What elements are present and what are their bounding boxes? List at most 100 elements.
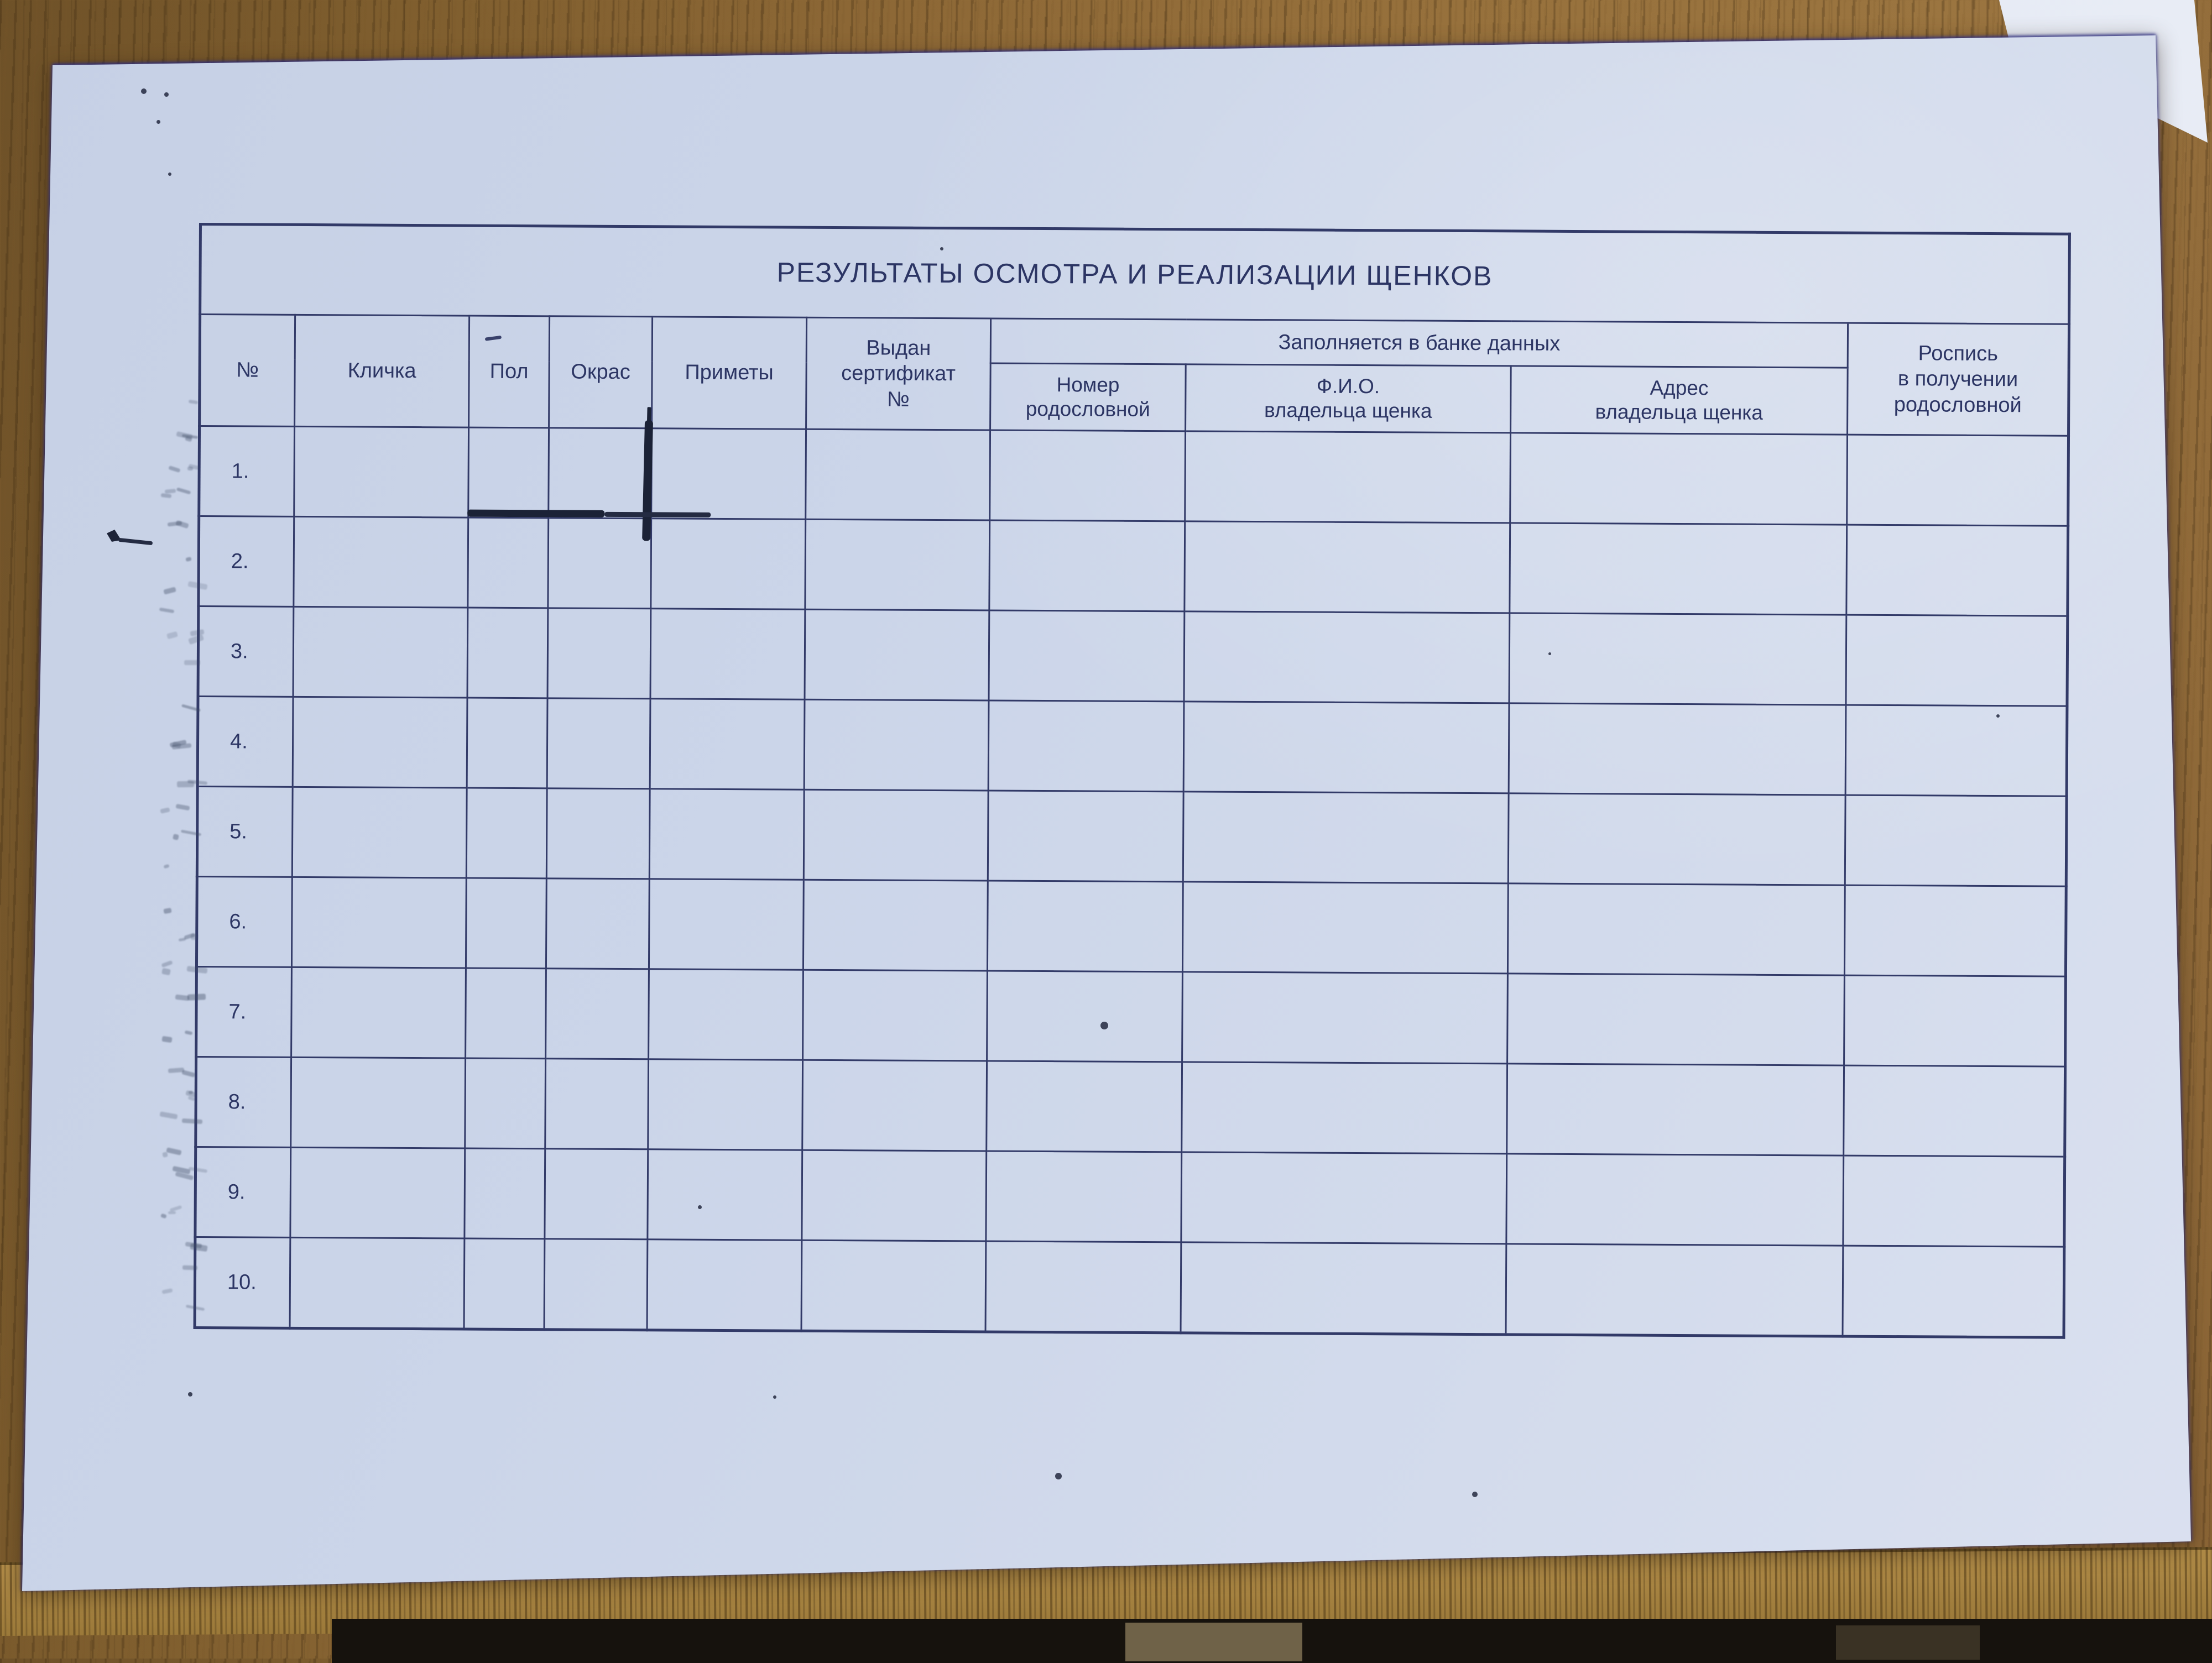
margin-speckle [177,781,195,787]
empty-cell [802,1060,987,1151]
col-header-signature: Роспись в получении родословной [1847,323,2069,436]
row-number-cell: 10. [195,1237,290,1329]
empty-cell [547,608,651,699]
empty-cell [989,430,1186,521]
margin-speckle [162,1151,168,1158]
empty-cell [1507,883,1845,976]
empty-cell [468,427,549,518]
margin-speckle [176,487,191,495]
empty-cell [465,968,546,1059]
margin-speckle [163,587,176,595]
table-row: 8. [195,1057,2065,1157]
empty-cell [1843,1065,2065,1157]
col-header-owner-name: Ф.И.О. владельца щенка [1185,364,1511,433]
empty-cell [467,517,549,608]
dust-speck [164,92,169,97]
empty-cell [1845,615,2068,707]
col-header-sex: Пол [468,316,550,428]
empty-cell [988,790,1184,882]
margin-speckle [160,493,172,498]
empty-cell [544,1148,648,1240]
table-row: 7. [196,966,2066,1067]
empty-cell [466,878,547,969]
table-row: 5. [197,786,2067,887]
margin-speckle [172,833,180,840]
row-number-cell: 6. [196,876,293,968]
empty-cell [987,880,1183,972]
col-header-num: № [199,314,295,427]
dust-speck [698,1205,702,1209]
dust-speck [168,172,171,176]
empty-cell [290,1057,466,1149]
table-row: 3. [198,606,2068,707]
empty-cell [649,878,804,970]
col-header-pedigree-number: Номер родословной [990,363,1186,431]
empty-cell [1844,975,2066,1067]
empty-cell [292,787,467,878]
empty-cell [805,519,990,610]
empty-cell [1846,435,2069,526]
empty-cell [548,427,652,519]
dust-speck [188,1392,192,1397]
margin-speckle [159,1111,178,1120]
empty-cell [1182,881,1509,974]
empty-cell [647,1239,802,1331]
empty-cell [1846,525,2068,616]
dust-speck [940,247,943,250]
margin-speckle [178,937,186,942]
dust-speck [1472,1492,1478,1497]
row-number-cell: 4. [197,696,294,787]
margin-speckle [187,993,206,1001]
empty-cell [1842,1246,2064,1338]
margin-speckle [160,1214,168,1219]
empty-cell [802,970,988,1061]
row-number-cell: 7. [196,966,292,1058]
margin-speckle [161,960,174,968]
empty-cell [987,970,1183,1062]
empty-cell [1185,431,1511,523]
margin-speckle [159,807,170,814]
empty-cell [1509,522,1847,615]
empty-cell [1182,971,1508,1064]
header-row-1: № Кличка Пол Окрас Приметы Выдан сертифи… [199,314,2069,436]
empty-cell [1184,521,1510,613]
empty-cell [648,1059,803,1150]
margin-speckle [163,864,170,869]
margin-speckle [182,1118,203,1124]
form-table-body: 1. 2. 3. 4. 5. 6. 7. 8. 9. 10. [195,426,2069,1338]
empty-cell [804,789,989,881]
empty-cell [546,788,650,879]
empty-cell [804,699,989,791]
ink-smudge-horizontal [467,509,605,517]
empty-cell [1845,705,2067,797]
empty-cell [293,606,468,698]
empty-cell [293,516,468,608]
dust-speck [773,1395,776,1399]
empty-cell [1845,795,2067,887]
empty-cell [648,969,804,1060]
margin-speckle [168,466,181,473]
floor-highlight [1125,1623,1302,1661]
empty-cell [1181,1152,1507,1244]
form-title: РЕЗУЛЬТАТЫ ОСМОТРА И РЕАЛИЗАЦИИ ЩЕНКОВ [200,224,2070,325]
empty-cell [1183,701,1509,793]
col-header-name: Кличка [294,315,469,428]
puppy-inspection-form: РЕЗУЛЬТАТЫ ОСМОТРА И РЕАЛИЗАЦИИ ЩЕНКОВ №… [193,223,2071,1339]
empty-cell [650,698,805,790]
empty-cell [1510,432,1848,525]
empty-cell [1506,1063,1844,1156]
empty-cell [545,1058,649,1149]
empty-cell [650,518,806,610]
margin-speckle [161,1288,173,1294]
floor-shadow-patch [1836,1625,1980,1660]
empty-cell [803,880,988,971]
empty-cell [464,1238,545,1330]
dust-speck [1996,714,2000,718]
table-row: 6. [196,876,2067,977]
empty-cell [988,700,1184,792]
empty-cell [290,1147,465,1239]
dust-speck [156,120,160,124]
empty-cell [467,698,548,788]
col-header-databank-group: Заполняется в банке данных [990,318,1848,368]
